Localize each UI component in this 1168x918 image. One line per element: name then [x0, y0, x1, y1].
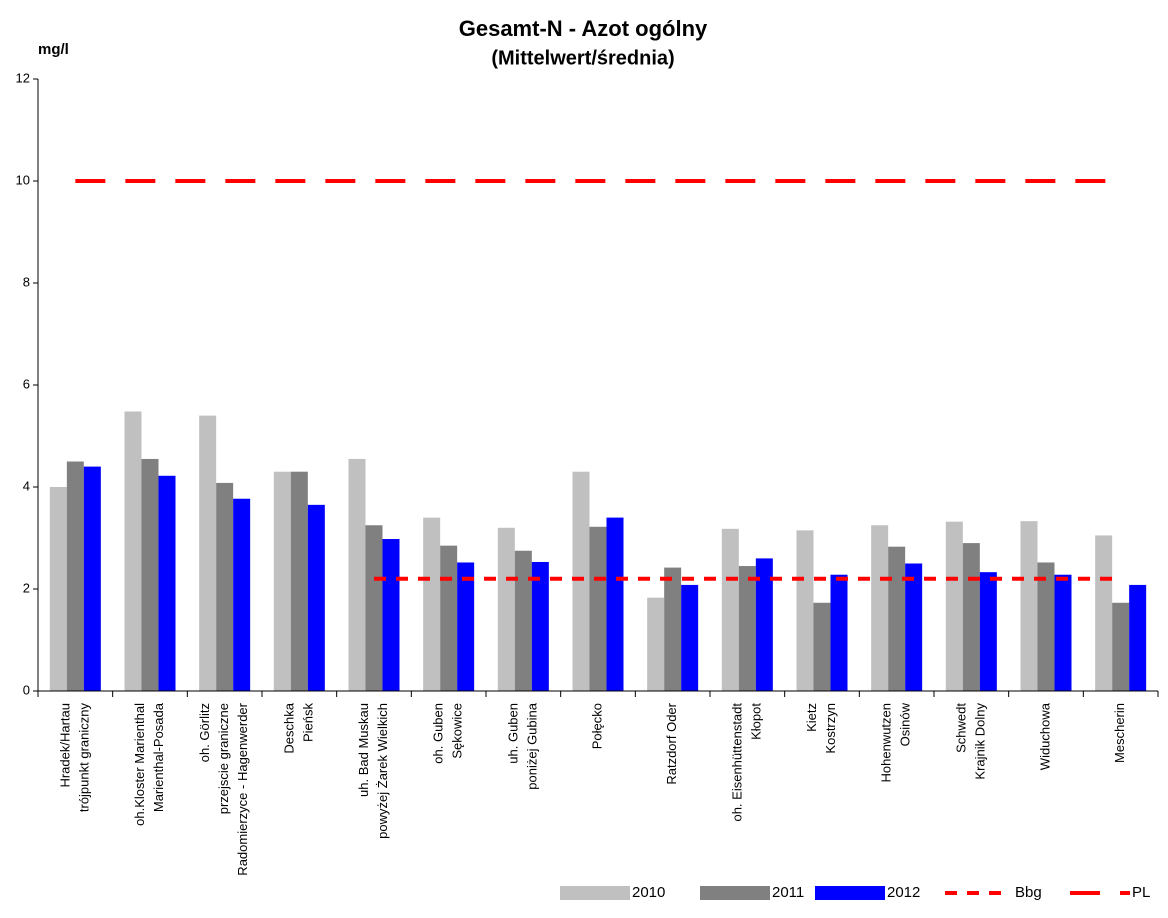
y-tick-label: 10	[16, 172, 30, 187]
x-tick-label: oh.Kloster Marienthal	[132, 703, 147, 826]
bar	[1095, 535, 1113, 691]
x-tick-label: Ratzdorf Oder	[664, 702, 679, 784]
x-tick-label: oh. Görlitz	[197, 703, 212, 762]
y-tick-label: 6	[23, 376, 30, 391]
x-tick-label: powyżej Żarek Wielkich	[375, 703, 390, 839]
bar	[962, 543, 980, 691]
x-tick-label: uh. Bad Muskau	[356, 703, 371, 797]
x-tick-label: Deschka	[281, 702, 296, 753]
x-tick-label: Schwedt	[953, 703, 968, 753]
bar	[348, 458, 366, 691]
x-tick-label: Mescherin	[1112, 703, 1127, 763]
bar	[497, 527, 515, 691]
x-tick-label: Pieńsk	[300, 703, 315, 743]
x-tick-label: uh. Guben	[505, 703, 520, 764]
bar	[1037, 562, 1055, 691]
x-tick-label: Radomierzyce - Hagenwerder	[235, 702, 250, 875]
bar	[49, 487, 67, 691]
bar	[141, 458, 159, 691]
bar	[1020, 521, 1038, 691]
bar	[1112, 602, 1130, 691]
legend-swatch	[560, 886, 630, 900]
x-tick-label: oh. Eisenhüttenstadt	[729, 703, 744, 822]
bar	[531, 561, 549, 691]
legend-label: Bbg	[1015, 884, 1042, 901]
bar	[83, 466, 101, 691]
bar	[647, 597, 665, 691]
x-tick-label: Hradek/Hartau	[57, 703, 72, 788]
legend-label: 2011	[772, 884, 804, 901]
bar	[365, 525, 383, 691]
legend-label: 2010	[632, 884, 665, 901]
bar	[1129, 584, 1147, 691]
bar	[888, 546, 906, 691]
bar	[382, 539, 400, 691]
x-tick-label: trójpunkt graniczny	[76, 703, 91, 813]
chart-title: Gesamt-N - Azot ogólny	[459, 16, 708, 41]
x-tick-label: oh. Guben	[431, 703, 446, 764]
x-tick-label: Połęcko	[589, 703, 604, 749]
bar	[572, 471, 590, 691]
bar	[457, 562, 475, 691]
bar	[755, 558, 773, 691]
bar	[216, 482, 234, 691]
y-tick-label: 8	[23, 274, 30, 289]
x-tick-label: Sękowice	[450, 703, 465, 759]
x-tick-label: Kietz	[804, 703, 819, 732]
bar	[233, 498, 251, 691]
y-tick-label: 0	[23, 682, 30, 697]
bar	[307, 504, 325, 691]
y-tick-label: 4	[23, 478, 30, 493]
x-tick-label: Kłopot	[748, 703, 763, 740]
legend-swatch	[700, 886, 770, 900]
bar	[721, 528, 739, 691]
bar	[738, 566, 756, 691]
x-tick-label: Kostrzyn	[823, 703, 838, 754]
legend-label: PL	[1132, 884, 1150, 901]
bar	[945, 521, 963, 691]
bar	[423, 517, 441, 691]
bar	[199, 415, 217, 691]
bar	[290, 471, 308, 691]
bar	[813, 602, 831, 691]
bar	[158, 475, 176, 691]
legend-swatch	[815, 886, 885, 900]
bar	[979, 572, 997, 691]
bar	[589, 526, 607, 691]
bar	[124, 411, 142, 691]
x-tick-label: poniżej Gubina	[524, 702, 539, 789]
x-tick-label: Osinów	[898, 702, 913, 746]
chart-subtitle: (Mittelwert/średnia)	[491, 47, 674, 69]
x-tick-label: Marienthal-Posada	[151, 702, 166, 812]
y-tick-label: 12	[16, 70, 30, 85]
bar	[514, 550, 532, 691]
bar	[1054, 574, 1072, 691]
bar	[273, 471, 291, 691]
bar	[905, 563, 923, 691]
y-axis-label: mg/l	[38, 41, 69, 58]
y-tick-label: 2	[23, 580, 30, 595]
bar	[681, 584, 699, 691]
bar	[871, 525, 889, 691]
bar	[664, 567, 682, 691]
x-tick-label: Hohenwutzen	[879, 703, 894, 783]
bar	[606, 517, 624, 691]
bar	[440, 545, 458, 691]
bar	[66, 461, 84, 691]
x-tick-label: Widuchowa	[1037, 702, 1052, 770]
x-tick-label: Krajnik Dolny	[972, 703, 987, 780]
legend-label: 2012	[887, 884, 920, 901]
bar	[796, 530, 814, 691]
bar	[830, 574, 848, 691]
x-tick-label: przejscie graniczne	[216, 703, 231, 814]
